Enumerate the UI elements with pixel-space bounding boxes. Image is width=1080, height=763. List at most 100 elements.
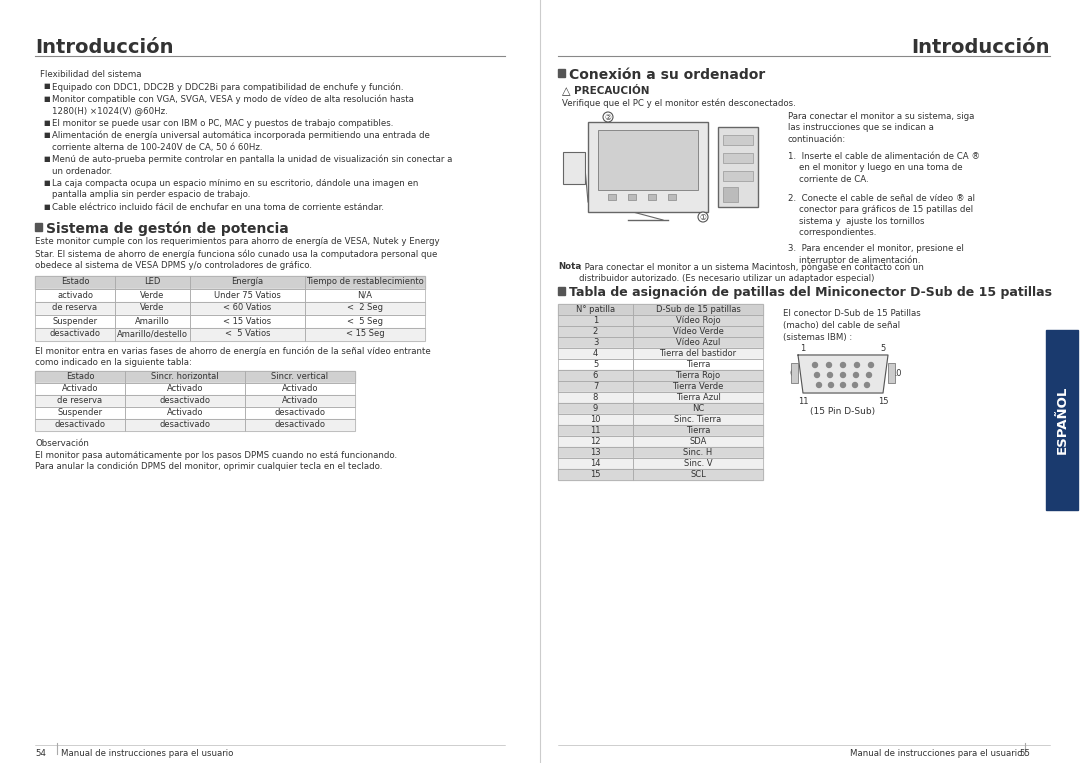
Bar — [627, 194, 636, 200]
Text: Amarillo: Amarillo — [135, 317, 170, 326]
Text: <  2 Seg: < 2 Seg — [347, 304, 383, 313]
Text: Suspender: Suspender — [53, 317, 97, 326]
Text: : Para conectar el monitor a un sistema Macintosh, póngase en contacto con un
di: : Para conectar el monitor a un sistema … — [579, 262, 923, 283]
Text: Equipado con DDC1, DDC2B y DDC2Bi para compatibilidad de enchufe y función.: Equipado con DDC1, DDC2B y DDC2Bi para c… — [52, 82, 404, 92]
Text: Suspender: Suspender — [57, 408, 103, 417]
Bar — [35, 314, 114, 327]
Bar — [558, 359, 633, 370]
Text: Nota: Nota — [558, 262, 581, 271]
Bar — [633, 436, 762, 447]
Circle shape — [840, 382, 846, 388]
Bar — [633, 315, 762, 326]
Bar — [35, 394, 125, 407]
Text: de reserva: de reserva — [53, 304, 97, 313]
Bar — [633, 469, 762, 480]
Text: 10: 10 — [891, 369, 902, 378]
Bar — [190, 327, 305, 340]
Bar — [114, 301, 190, 314]
Text: 5: 5 — [880, 344, 886, 353]
Text: 14: 14 — [591, 459, 600, 468]
Bar — [190, 288, 305, 301]
Text: Estado: Estado — [60, 278, 90, 286]
Bar — [305, 327, 426, 340]
Bar — [35, 418, 125, 430]
Bar — [633, 315, 762, 326]
Bar — [558, 469, 633, 480]
Text: 55: 55 — [1020, 749, 1030, 758]
Bar — [35, 223, 42, 230]
Text: 13: 13 — [590, 448, 600, 457]
Bar — [558, 348, 633, 359]
Bar — [633, 359, 762, 370]
Circle shape — [852, 382, 858, 388]
Circle shape — [840, 372, 846, 378]
Text: Sinc. H: Sinc. H — [684, 448, 713, 457]
Text: desactivado: desactivado — [50, 330, 100, 339]
Text: ①: ① — [700, 213, 706, 221]
Text: ■: ■ — [43, 120, 50, 125]
Bar — [558, 337, 633, 348]
Circle shape — [866, 372, 872, 378]
Bar — [791, 363, 798, 383]
Bar — [305, 301, 426, 314]
Bar — [114, 301, 190, 314]
Text: Sinc. V: Sinc. V — [684, 459, 713, 468]
Bar — [114, 275, 190, 288]
Bar — [558, 447, 633, 458]
Bar — [305, 288, 426, 301]
Text: 8: 8 — [593, 393, 598, 402]
Text: 11: 11 — [591, 426, 600, 435]
Bar — [723, 135, 753, 145]
Bar — [633, 392, 762, 403]
Bar — [114, 327, 190, 340]
Text: 54: 54 — [35, 749, 46, 758]
Bar — [125, 371, 245, 382]
Text: Verde: Verde — [140, 304, 164, 313]
Bar — [35, 394, 125, 407]
Text: Tierra Verde: Tierra Verde — [673, 382, 724, 391]
Bar — [35, 382, 125, 394]
Circle shape — [603, 112, 613, 122]
Text: Conexión a su ordenador: Conexión a su ordenador — [569, 68, 766, 82]
Bar — [35, 301, 114, 314]
Text: ②: ② — [605, 112, 611, 121]
Text: Tierra Rojo: Tierra Rojo — [675, 371, 720, 380]
Bar — [558, 69, 565, 77]
Text: Introducción: Introducción — [35, 38, 174, 57]
Text: Activado: Activado — [62, 384, 98, 393]
Bar — [245, 382, 355, 394]
Circle shape — [864, 382, 869, 388]
Bar — [114, 288, 190, 301]
Text: 6: 6 — [789, 369, 795, 378]
Text: < 15 Vatios: < 15 Vatios — [224, 317, 271, 326]
Bar — [114, 288, 190, 301]
Bar — [633, 436, 762, 447]
Bar — [718, 127, 758, 207]
Bar — [305, 275, 426, 288]
Text: Vídeo Verde: Vídeo Verde — [673, 327, 724, 336]
Circle shape — [840, 362, 846, 368]
Text: Manual de instrucciones para el usuario: Manual de instrucciones para el usuario — [850, 749, 1022, 758]
Text: (15 Pin D-Sub): (15 Pin D-Sub) — [810, 407, 876, 416]
Bar — [633, 469, 762, 480]
Text: Activado: Activado — [282, 396, 319, 405]
Bar — [125, 382, 245, 394]
Bar — [558, 425, 633, 436]
Text: Sistema de gestón de potencia: Sistema de gestón de potencia — [46, 221, 288, 236]
Bar — [114, 314, 190, 327]
Bar — [633, 392, 762, 403]
Text: Este monitor cumple con los requerimientos para ahorro de energía de VESA, Nutek: Este monitor cumple con los requerimient… — [35, 237, 440, 270]
Text: activado: activado — [57, 291, 93, 300]
Circle shape — [812, 362, 818, 368]
Text: Under 75 Vatios: Under 75 Vatios — [214, 291, 281, 300]
Text: ■: ■ — [43, 156, 50, 162]
Bar — [35, 288, 114, 301]
Bar — [35, 275, 114, 288]
Text: 2: 2 — [593, 327, 598, 336]
Text: 15: 15 — [878, 397, 888, 406]
Circle shape — [814, 372, 820, 378]
Bar — [633, 370, 762, 381]
Text: desactivado: desactivado — [274, 408, 325, 417]
Bar — [633, 414, 762, 425]
Bar — [558, 458, 633, 469]
